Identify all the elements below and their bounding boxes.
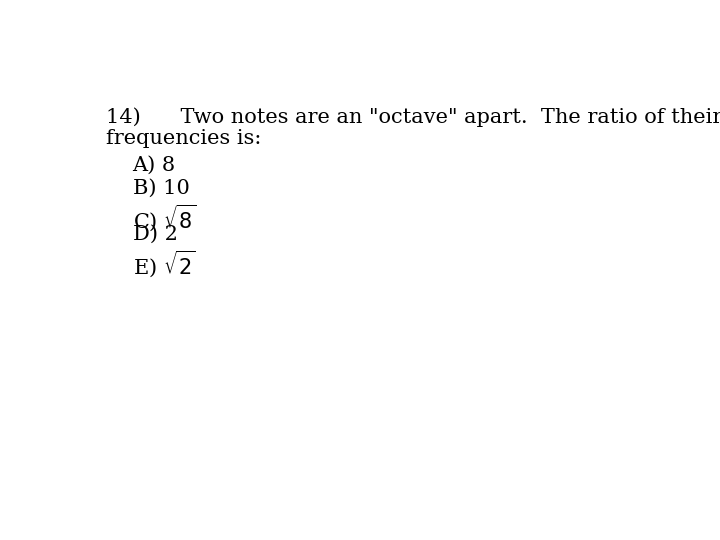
- Text: D) 2: D) 2: [132, 225, 178, 244]
- Text: C) $\sqrt{8}$: C) $\sqrt{8}$: [132, 202, 197, 233]
- Text: 14)      Two notes are an "octave" apart.  The ratio of their: 14) Two notes are an "octave" apart. The…: [106, 107, 720, 127]
- Text: A) 8: A) 8: [132, 156, 176, 174]
- Text: E) $\sqrt{2}$: E) $\sqrt{2}$: [132, 248, 196, 279]
- Text: frequencies is:: frequencies is:: [106, 129, 261, 148]
- Text: B) 10: B) 10: [132, 179, 189, 198]
